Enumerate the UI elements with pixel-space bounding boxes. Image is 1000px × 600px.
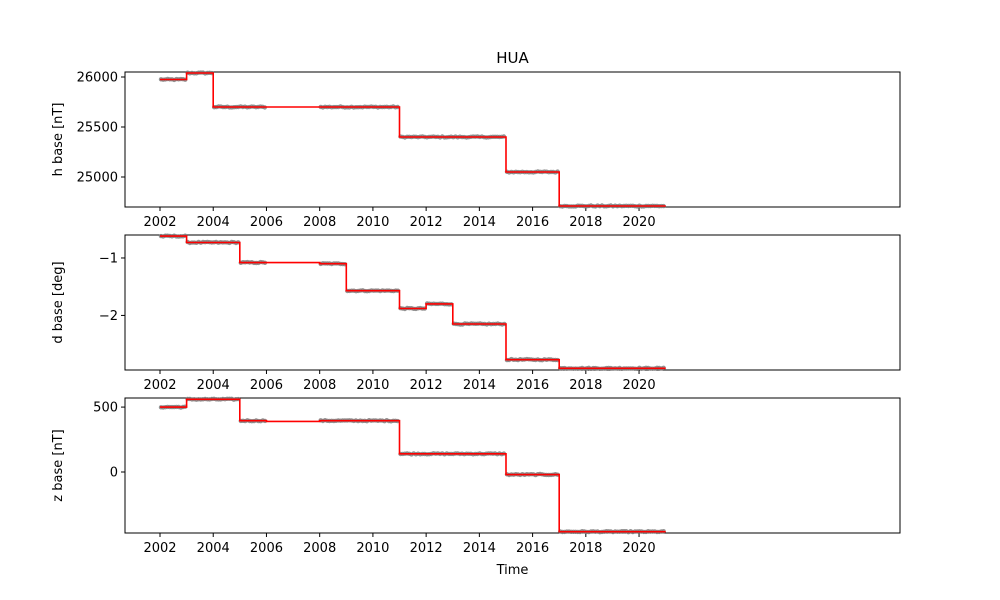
- y-tick-label: 0: [110, 465, 118, 480]
- x-tick-label: 2006: [250, 215, 283, 230]
- x-tick-label: 2010: [356, 215, 389, 230]
- y-axis-label-2: d base [deg]: [51, 261, 66, 343]
- x-tick-label: 2018: [569, 378, 602, 393]
- x-tick-label: 2018: [569, 215, 602, 230]
- y-tick-label: 26000: [77, 71, 118, 86]
- x-tick-label: 2012: [410, 215, 443, 230]
- baseline-step-line-1: [160, 72, 666, 207]
- x-tick-label: 2012: [410, 378, 443, 393]
- x-tick-label: 2020: [623, 215, 656, 230]
- subplot-2-frame: [124, 234, 901, 371]
- x-tick-label: 2020: [623, 541, 656, 556]
- x-tick-label: 2008: [303, 378, 336, 393]
- x-tick-label: 2010: [356, 541, 389, 556]
- x-tick-label: 2006: [250, 541, 283, 556]
- x-tick-label: 2004: [197, 378, 230, 393]
- baseline-step-line-3: [160, 398, 666, 533]
- x-tick-label: 2008: [303, 215, 336, 230]
- x-tick-label: 2004: [197, 541, 230, 556]
- y-tick-label: 25500: [77, 121, 118, 136]
- y-tick-label: 25000: [77, 171, 118, 186]
- x-tick-label: 2006: [250, 378, 283, 393]
- x-tick-label: 2014: [463, 541, 496, 556]
- subplot-1-frame: [124, 71, 901, 208]
- subplot-3-frame: [124, 397, 901, 534]
- x-tick-label: 2004: [197, 215, 230, 230]
- x-tick-label: 2012: [410, 541, 443, 556]
- x-tick-label: 2008: [303, 541, 336, 556]
- x-tick-label: 2014: [463, 215, 496, 230]
- y-axis-label-3: z base [nT]: [51, 429, 66, 501]
- x-tick-label: 2016: [516, 378, 549, 393]
- x-tick-label: 2016: [516, 541, 549, 556]
- baseline-step-line-2: [160, 235, 666, 370]
- y-tick-label: −1: [99, 251, 118, 266]
- y-tick-label: 500: [93, 401, 118, 416]
- x-tick-label: 2010: [356, 378, 389, 393]
- chart-title: HUA: [496, 49, 529, 67]
- y-axis-label-1: h base [nT]: [51, 103, 66, 177]
- x-tick-label: 2002: [143, 541, 176, 556]
- x-tick-label: 2016: [516, 215, 549, 230]
- x-tick-label: 2014: [463, 378, 496, 393]
- x-axis-label: Time: [496, 563, 529, 578]
- x-tick-label: 2002: [143, 378, 176, 393]
- y-tick-label: −2: [99, 309, 118, 324]
- x-tick-label: 2018: [569, 541, 602, 556]
- x-tick-label: 2020: [623, 378, 656, 393]
- x-tick-label: 2002: [143, 215, 176, 230]
